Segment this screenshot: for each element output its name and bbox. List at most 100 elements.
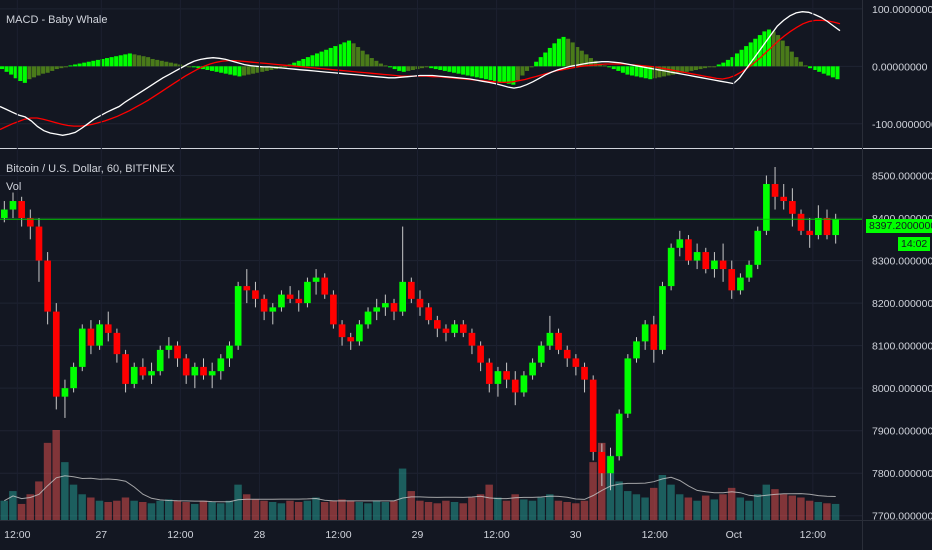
candle-body [61,388,69,397]
macd-histogram-bar [497,66,502,82]
macd-histogram-bar [196,66,201,69]
macd-histogram-bar [360,50,365,67]
candle-body [797,213,805,231]
candle-body [304,281,311,304]
price-y-tick-label: 7900.00000000 [872,426,932,438]
candle-body [356,324,363,342]
macd-histogram-bar [205,66,210,70]
candle-body [823,218,831,236]
macd-y-tick-label: 100.00000000 [872,4,932,16]
macd-histogram-bar [123,54,128,67]
macd-histogram-bar [474,66,479,78]
macd-histogram-bar [392,66,397,70]
macd-histogram-bar [470,66,475,77]
macd-histogram-bar [68,65,73,67]
candle-body [745,264,753,278]
macd-histogram-bar [488,66,493,81]
macd-histogram-bar [406,66,411,71]
candle-body [459,324,467,333]
candle-body [382,303,389,308]
volume-bar [658,475,667,520]
macd-histogram-bar [150,58,155,67]
macd-histogram-bar [420,66,425,69]
macd-histogram-bar [155,59,160,67]
volume-bar [632,494,641,520]
macd-histogram-bar [630,66,635,76]
macd-histogram-bar [200,66,205,70]
macd-histogram-bar [451,66,457,73]
volume-bar [338,499,346,520]
macd-histogram-bar [666,66,671,76]
volume-bar [398,468,407,520]
candle-body [485,362,493,384]
candle-body [9,201,17,210]
macd-histogram-bar [826,66,831,76]
candle-body [685,239,692,261]
candle-body [156,349,164,372]
macd-histogram-bar [561,36,566,67]
macd-histogram-bar [739,49,744,67]
macd-histogram-bar [73,64,78,67]
volume-bar [0,500,8,520]
macd-histogram-bar [684,66,689,72]
volume-bar [139,502,147,520]
candle-body [373,307,381,312]
volume-bar [719,494,727,520]
macd-histogram-bar [374,60,379,67]
x-tick-label: 12:00 [4,529,30,541]
volume-bar [528,500,537,520]
macd-histogram-bar [616,66,621,71]
volume-bar [329,500,338,520]
candle-body [278,294,285,308]
macd-histogram-bar [18,66,23,82]
volume-bar [779,494,788,520]
candle-body [451,324,458,333]
candle-body [130,366,138,384]
volume-bar [554,500,563,520]
macd-histogram-bar [159,60,164,67]
macd-histogram-bar [36,66,41,76]
macd-histogram-bar [315,53,320,67]
macd-histogram-bar [725,59,730,67]
macd-histogram-bar [146,57,151,67]
volume-bar [831,503,840,520]
candle-body [624,358,632,414]
volume-bar [797,497,805,520]
macd-histogram-bar [187,66,192,68]
macd-histogram-bar [424,66,429,68]
macd-histogram-bar [397,66,402,71]
candle-body [503,371,510,380]
macd-histogram-bar [342,42,347,67]
candle-body [563,349,571,359]
macd-histogram-bar [132,54,137,67]
macd-histogram-bar [13,66,18,79]
macd-histogram-bar [766,29,772,67]
volume-bar [113,500,121,520]
volume-bar [727,487,736,520]
volume-bar [130,500,138,520]
macd-histogram-bar [356,47,361,67]
volume-bar [459,503,467,520]
macd-histogram-bar [648,66,653,80]
candle-body [269,307,277,312]
x-tick-label: 12:00 [325,529,351,541]
volume-bar [823,503,831,520]
volume-bar [87,497,95,520]
x-tick-label: 28 [254,529,266,541]
x-tick-label: 12:00 [167,529,193,541]
macd-histogram-bar [351,43,356,67]
macd-histogram-bar [456,66,461,74]
volume-bar [104,502,112,520]
macd-histogram-bar [22,66,27,83]
candle-body [754,230,762,265]
volume-bar [572,503,580,520]
volume-bar [43,442,52,520]
candle-body [702,252,710,270]
price-y-tick-label: 8000.00000000 [872,383,932,395]
candle-body [87,328,95,346]
macd-histogram-bar [77,63,82,67]
macd-histogram-bar [305,57,310,67]
macd-histogram-bar [292,62,297,67]
